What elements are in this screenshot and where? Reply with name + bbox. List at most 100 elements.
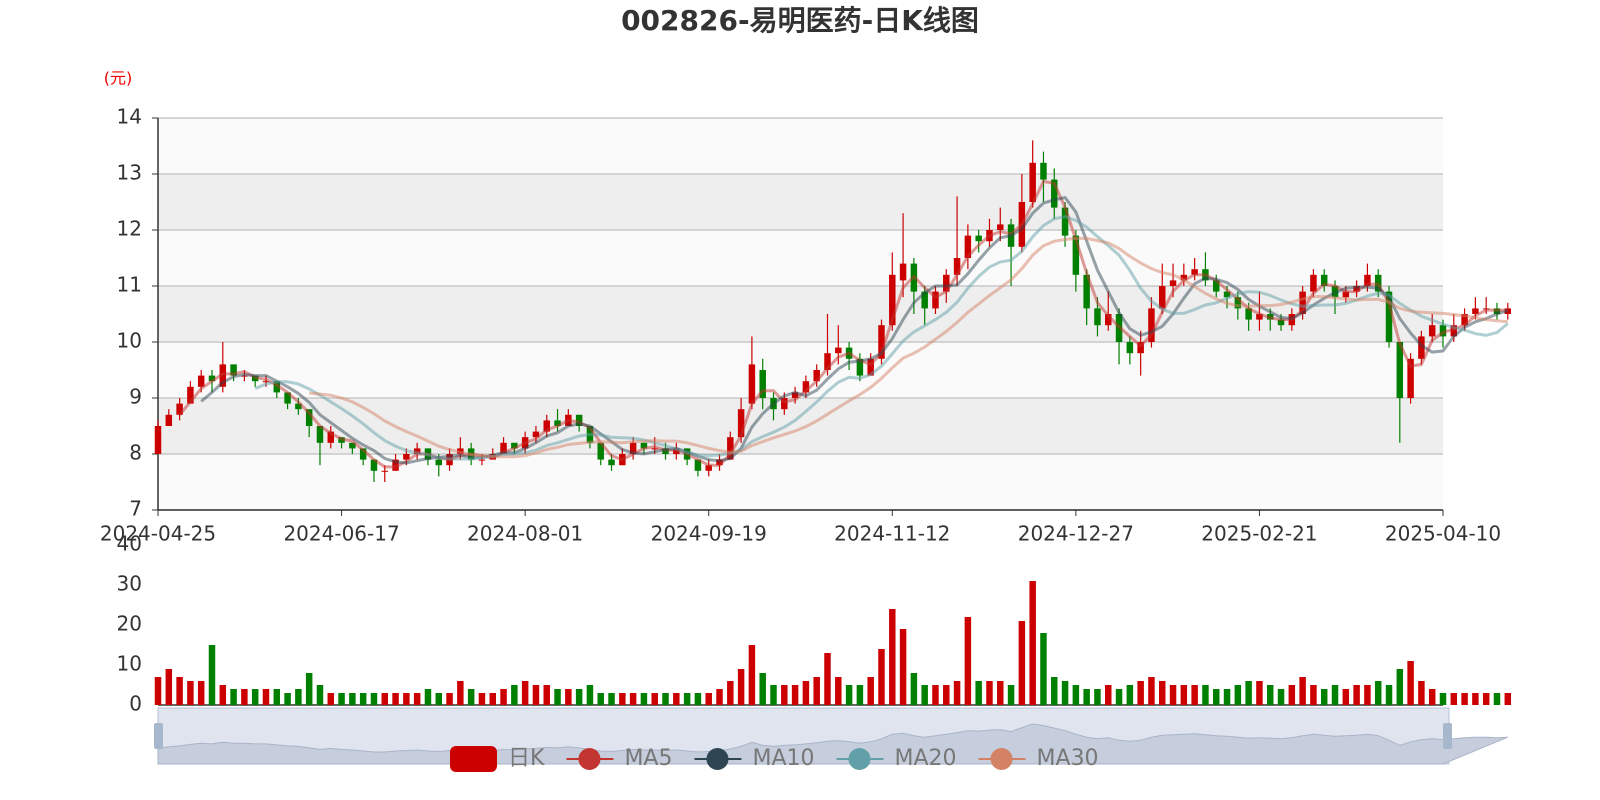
volume-bar [338,693,345,705]
split-area [158,174,1443,230]
candle-body [1051,179,1058,208]
volume-bar [230,689,237,705]
candle-body [964,235,972,258]
volume-bar [824,653,831,705]
candle-body [511,442,518,449]
volume-bar [392,693,399,705]
candle-body [1342,291,1350,298]
volume-bar [511,685,518,705]
legend-label: MA30 [1037,746,1099,771]
volume-bar [295,689,302,705]
slider-handle[interactable] [154,723,163,749]
volume-bar [673,693,680,705]
volume-bar [532,685,540,705]
candle-body [867,358,874,376]
volume-bar [1115,689,1123,705]
legend-item[interactable]: MA10 [694,746,815,771]
candle-body [856,358,864,376]
volume-tick-label: 20 [117,612,142,636]
volume-bar [921,685,928,705]
y-tick-label: 9 [129,385,142,409]
volume-bar [1288,685,1296,705]
volume-bar [262,689,270,705]
chart-title: 002826-易明医药-日K线图 [621,4,979,37]
volume-tick-label: 40 [117,532,142,556]
candle-body [543,420,550,432]
volume-bar [219,685,227,705]
volume-tick-label: 0 [129,692,142,716]
volume-bar [1169,685,1177,705]
candle-body [262,381,270,383]
y-tick-label: 14 [117,105,142,129]
volume-bar [521,681,529,705]
legend-item[interactable]: MA20 [836,746,957,771]
volume-bar [1418,681,1425,705]
candle-body [1094,308,1101,326]
volume-bar [284,693,291,705]
candle-body [651,448,658,450]
legend-item[interactable]: MA30 [978,746,1099,771]
candle-body [791,392,799,398]
candle-body [1083,274,1090,309]
volume-bar [1180,685,1188,705]
candle-body [1472,308,1479,314]
candle-body [1126,342,1134,354]
x-tick-label: 2024-12-27 [1018,522,1134,546]
candle-body [1148,308,1155,342]
volume-bar [1256,681,1263,705]
volume-bar [565,689,572,705]
volume-bar [273,689,281,705]
candle-body [1223,291,1231,298]
volume-bar [1007,685,1015,705]
ma-line [200,195,1509,465]
x-tick-label: 2024-11-12 [834,522,950,546]
legend-item[interactable]: MA5 [566,746,672,771]
candle-body [835,347,842,354]
candle-body [1072,235,1080,275]
legend-item[interactable]: 日K [450,746,545,772]
volume-bar [457,681,464,705]
volume-bar [1072,685,1080,705]
candle-body [716,459,723,466]
volume-bar [489,693,496,705]
candle-body [187,386,194,404]
volume-bar [1061,681,1069,705]
volume-bar [1310,685,1317,705]
volume-bar [1504,693,1512,705]
volume-bar [910,673,918,705]
candle-body [359,448,367,460]
candle-body [943,274,950,292]
volume-bar [1212,689,1220,705]
legend-icon [450,746,497,772]
volume-bar [943,685,950,705]
candle-body [1191,269,1198,275]
y-tick-label: 13 [117,161,142,185]
candle-body [1461,314,1468,326]
candle-body [403,454,410,460]
volume-bar [705,693,712,705]
volume-bar [1083,689,1090,705]
volume-bar [1320,689,1328,705]
volume-tick-label: 30 [117,572,142,596]
volume-bar [370,693,378,705]
x-tick-label: 2024-04-25 [100,522,216,546]
candle-body [554,420,561,426]
candle-body [953,258,961,275]
volume-bar [187,681,194,705]
candle-body [435,459,442,466]
candle-body [737,409,745,438]
candle-body [413,448,421,454]
volume-bar [629,693,637,705]
volume-bar [554,689,561,705]
slider-handle[interactable] [1443,723,1452,749]
volume-bar [435,693,442,705]
volume-bar [953,681,961,705]
candle-body [1180,274,1188,281]
volume-bar [1018,621,1026,705]
legend-icon [578,748,601,770]
volume-bar [683,693,691,705]
ma-line [178,179,1508,469]
candle-body [1450,325,1458,337]
candle-body [1061,207,1069,236]
volume-bar [791,685,799,705]
